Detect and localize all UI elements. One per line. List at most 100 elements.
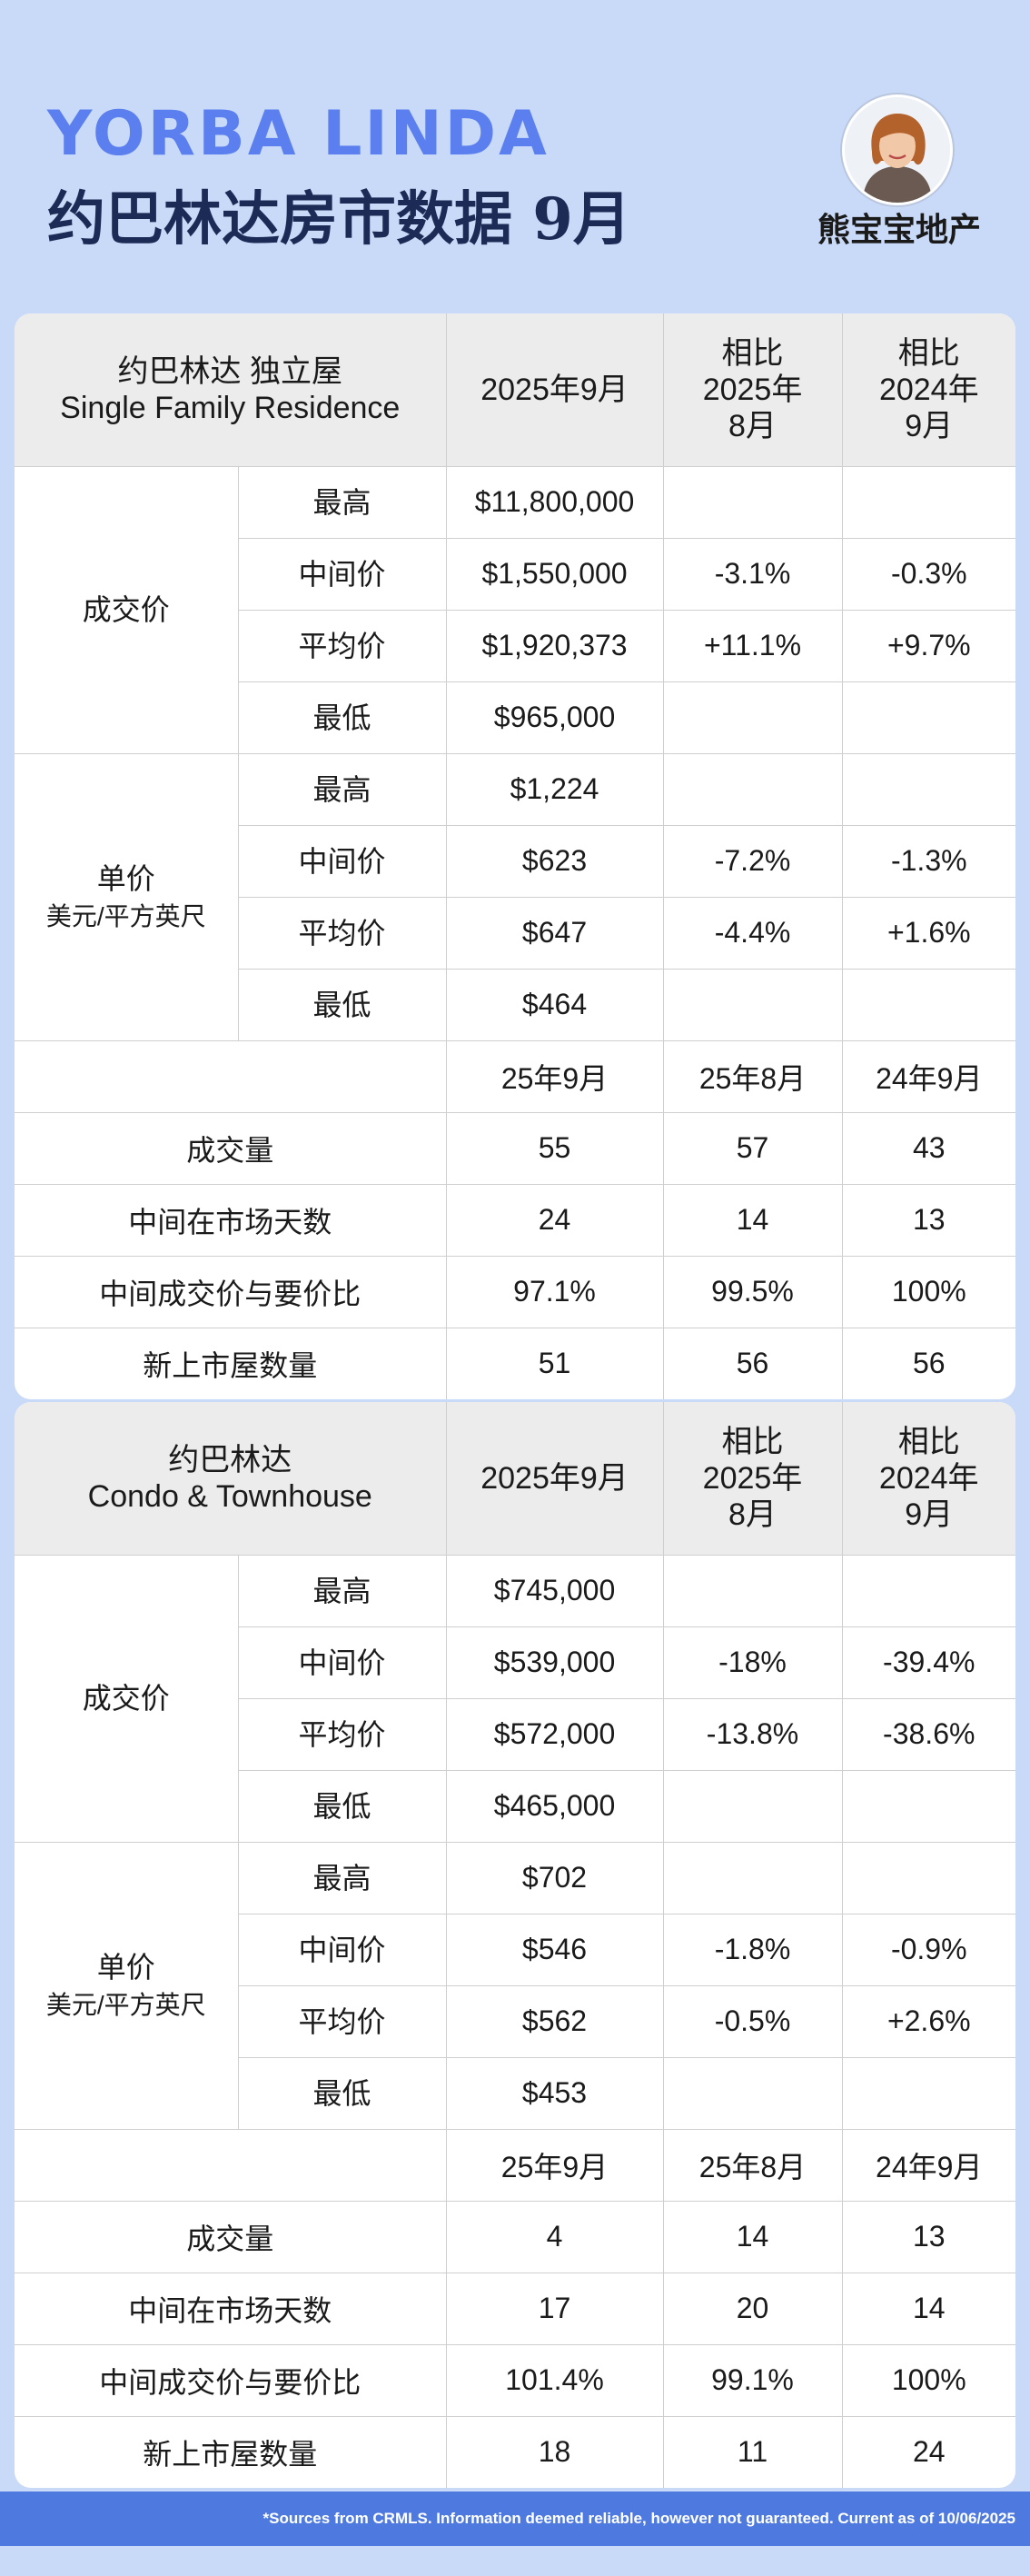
empty-cell — [15, 1039, 447, 1113]
row-value: $562 — [445, 1984, 664, 2058]
agent-avatar — [842, 94, 953, 205]
stats-label: 成交量 — [15, 1111, 447, 1185]
row-mom: -0.5% — [662, 1984, 843, 2058]
row-label: 中间价 — [238, 537, 447, 611]
stats-value: 17 — [445, 2272, 664, 2345]
row-mom: -18% — [662, 1626, 843, 1699]
row-yoy — [841, 465, 1015, 539]
header-line: 2024年 — [878, 372, 979, 407]
stats-value: 101.4% — [445, 2343, 664, 2417]
table-row: 中间价 $539,000 -18% -39.4% — [15, 1626, 1015, 1699]
sfr-unit-category: 单价 美元/平方英尺 — [15, 752, 239, 1041]
row-label: 最高 — [237, 465, 447, 539]
table-row: 最低 $965,000 — [15, 681, 1015, 754]
stats-header: 25年8月 — [662, 1039, 843, 1113]
table-row: 中间成交价与要价比 97.1% 99.5% 100% — [15, 1255, 1015, 1328]
stats-value: 56 — [841, 1327, 1015, 1399]
stats-value: 100% — [841, 2343, 1015, 2417]
stats-label: 中间在市场天数 — [15, 2272, 447, 2345]
brand-name: 熊宝宝地产 — [817, 211, 981, 249]
row-yoy: +9.7% — [841, 609, 1015, 682]
row-yoy — [841, 1554, 1015, 1627]
stats-value: 51 — [445, 1327, 664, 1399]
stats-value: 99.5% — [662, 1255, 843, 1328]
stats-header: 25年9月 — [445, 2128, 664, 2202]
table-row: 中间在市场天数 17 20 14 — [15, 2272, 1015, 2345]
sfr-col-vs-prev-month: 相比 2025年 8月 — [662, 313, 843, 467]
row-label: 中间价 — [238, 824, 447, 898]
table-row: 最低 $453 — [15, 2056, 1015, 2130]
header-line: 相比 — [721, 335, 784, 371]
stats-value: 13 — [841, 1183, 1015, 1257]
table-row: 平均价 $1,920,373 +11.1% +9.7% — [15, 609, 1015, 682]
sfr-table: 约巴林达 独立屋 Single Family Residence 2025年9月… — [15, 313, 1015, 1399]
condo-title-line2: Condo & Townhouse — [87, 1478, 372, 1514]
sfr-col-vs-prev-year: 相比 2024年 9月 — [841, 313, 1015, 467]
condo-table: 约巴林达 Condo & Townhouse 2025年9月 相比 2025年 … — [15, 1402, 1015, 2488]
stats-value: 100% — [841, 1255, 1015, 1328]
table-row: 平均价 $647 -4.4% +1.6% — [15, 896, 1015, 970]
condo-title-line1: 约巴林达 — [168, 1442, 292, 1477]
category-label: 单价 — [96, 1951, 155, 1984]
stats-value: 97.1% — [445, 1255, 664, 1328]
table-row: 新上市屋数量 18 11 24 — [15, 2415, 1015, 2488]
row-value: $465,000 — [445, 1769, 664, 1843]
stats-value: 56 — [662, 1327, 843, 1399]
table-row: 中间价 $623 -7.2% -1.3% — [15, 824, 1015, 898]
condo-unit-category: 单价 美元/平方英尺 — [15, 1841, 239, 2130]
row-yoy: +1.6% — [841, 896, 1015, 970]
row-yoy: -0.9% — [841, 1913, 1015, 1986]
stats-label: 中间在市场天数 — [15, 1183, 447, 1257]
row-mom — [662, 2056, 843, 2130]
sfr-title-cell: 约巴林达 独立屋 Single Family Residence — [15, 313, 447, 467]
row-value: $623 — [445, 824, 664, 898]
sfr-header-row: 约巴林达 独立屋 Single Family Residence 2025年9月… — [15, 313, 1015, 467]
row-mom: -7.2% — [662, 824, 843, 898]
source-disclaimer: *Sources from CRMLS. Information deemed … — [0, 2491, 1030, 2546]
condo-price-category: 成交价 — [15, 1554, 239, 1843]
agent-photo-icon — [845, 97, 950, 203]
table-row: 平均价 $572,000 -13.8% -38.6% — [15, 1697, 1015, 1771]
row-yoy — [841, 752, 1015, 826]
sfr-title-line1: 约巴林达 独立屋 — [117, 353, 342, 389]
row-yoy — [841, 2056, 1015, 2130]
row-value: $647 — [445, 896, 664, 970]
header-line: 2025年 — [702, 372, 803, 407]
row-label: 平均价 — [238, 1984, 447, 2058]
row-value: $572,000 — [445, 1697, 664, 1771]
condo-table-card: 约巴林达 Condo & Townhouse 2025年9月 相比 2025年 … — [15, 1402, 1015, 2488]
stats-value: 18 — [445, 2415, 664, 2488]
empty-cell — [15, 2128, 447, 2202]
header-line: 相比 — [897, 335, 960, 371]
row-mom: -4.4% — [662, 896, 843, 970]
header-line: 2024年 — [878, 1460, 979, 1496]
row-value: $11,800,000 — [445, 465, 664, 539]
row-label: 平均价 — [238, 1697, 447, 1771]
sfr-col-current: 2025年9月 — [445, 313, 664, 467]
row-label: 最高 — [237, 1554, 447, 1627]
row-mom: -13.8% — [662, 1697, 843, 1771]
table-row: 成交价 最高 $11,800,000 — [15, 465, 1015, 754]
stats-value: 57 — [662, 1111, 843, 1185]
condo-col-vs-prev-year: 相比 2024年 9月 — [841, 1402, 1015, 1556]
stats-label: 中间成交价与要价比 — [15, 2343, 447, 2417]
table-row: 新上市屋数量 51 56 56 — [15, 1327, 1015, 1399]
stats-value: 4 — [445, 2200, 664, 2273]
stats-header-row: 25年9月 25年8月 24年9月 — [15, 1039, 1015, 1113]
condo-col-current: 2025年9月 — [445, 1402, 664, 1556]
row-label: 平均价 — [238, 609, 447, 682]
row-mom — [662, 1554, 843, 1627]
table-row: 成交价 最高 $745,000 — [15, 1554, 1015, 1843]
row-mom — [662, 681, 843, 754]
row-value: $546 — [445, 1913, 664, 1986]
stats-value: 20 — [662, 2272, 843, 2345]
condo-header-row: 约巴林达 Condo & Townhouse 2025年9月 相比 2025年 … — [15, 1402, 1015, 1556]
table-row: 成交量 4 14 13 — [15, 2200, 1015, 2273]
row-mom — [662, 752, 843, 826]
row-mom — [662, 1841, 843, 1915]
city-title: YORBA LINDA — [47, 98, 550, 170]
category-label: 单价 — [96, 862, 155, 895]
condo-title-cell: 约巴林达 Condo & Townhouse — [15, 1402, 447, 1556]
row-value: $745,000 — [445, 1554, 664, 1627]
table-row: 最低 $464 — [15, 968, 1015, 1041]
